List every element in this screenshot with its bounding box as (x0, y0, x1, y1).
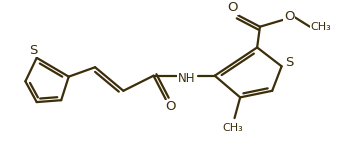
Text: O: O (284, 10, 294, 23)
Text: O: O (165, 100, 176, 113)
Text: S: S (285, 56, 293, 69)
Text: S: S (29, 44, 37, 57)
Text: O: O (227, 1, 238, 14)
Text: CH₃: CH₃ (311, 22, 331, 32)
Text: NH: NH (178, 72, 195, 85)
Text: CH₃: CH₃ (222, 123, 243, 132)
